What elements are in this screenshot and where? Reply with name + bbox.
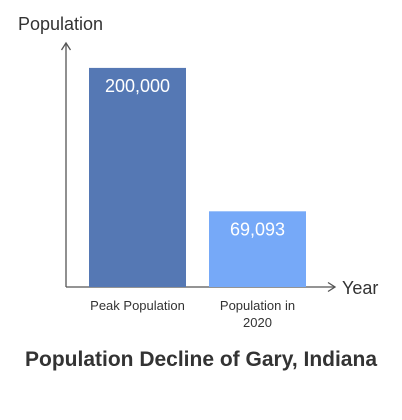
category-label-2: Population in 2020 <box>220 298 295 330</box>
y-axis-arrow <box>60 41 72 51</box>
bar-value-label-2: 69,093 <box>230 219 285 239</box>
bar-1 <box>89 67 186 287</box>
bar-chart: Population Year 200,000 Peak Population 69… <box>18 14 378 330</box>
category-label-1: Peak Population <box>90 298 185 313</box>
x-axis-label: Year <box>342 278 378 298</box>
x-axis-arrow <box>327 281 337 293</box>
bar-2 <box>209 211 306 287</box>
chart-title: Population Decline of Gary, Indiana <box>25 348 377 371</box>
bar-value-label-1: 200,000 <box>105 76 170 96</box>
y-axis-label: Population <box>18 14 103 34</box>
